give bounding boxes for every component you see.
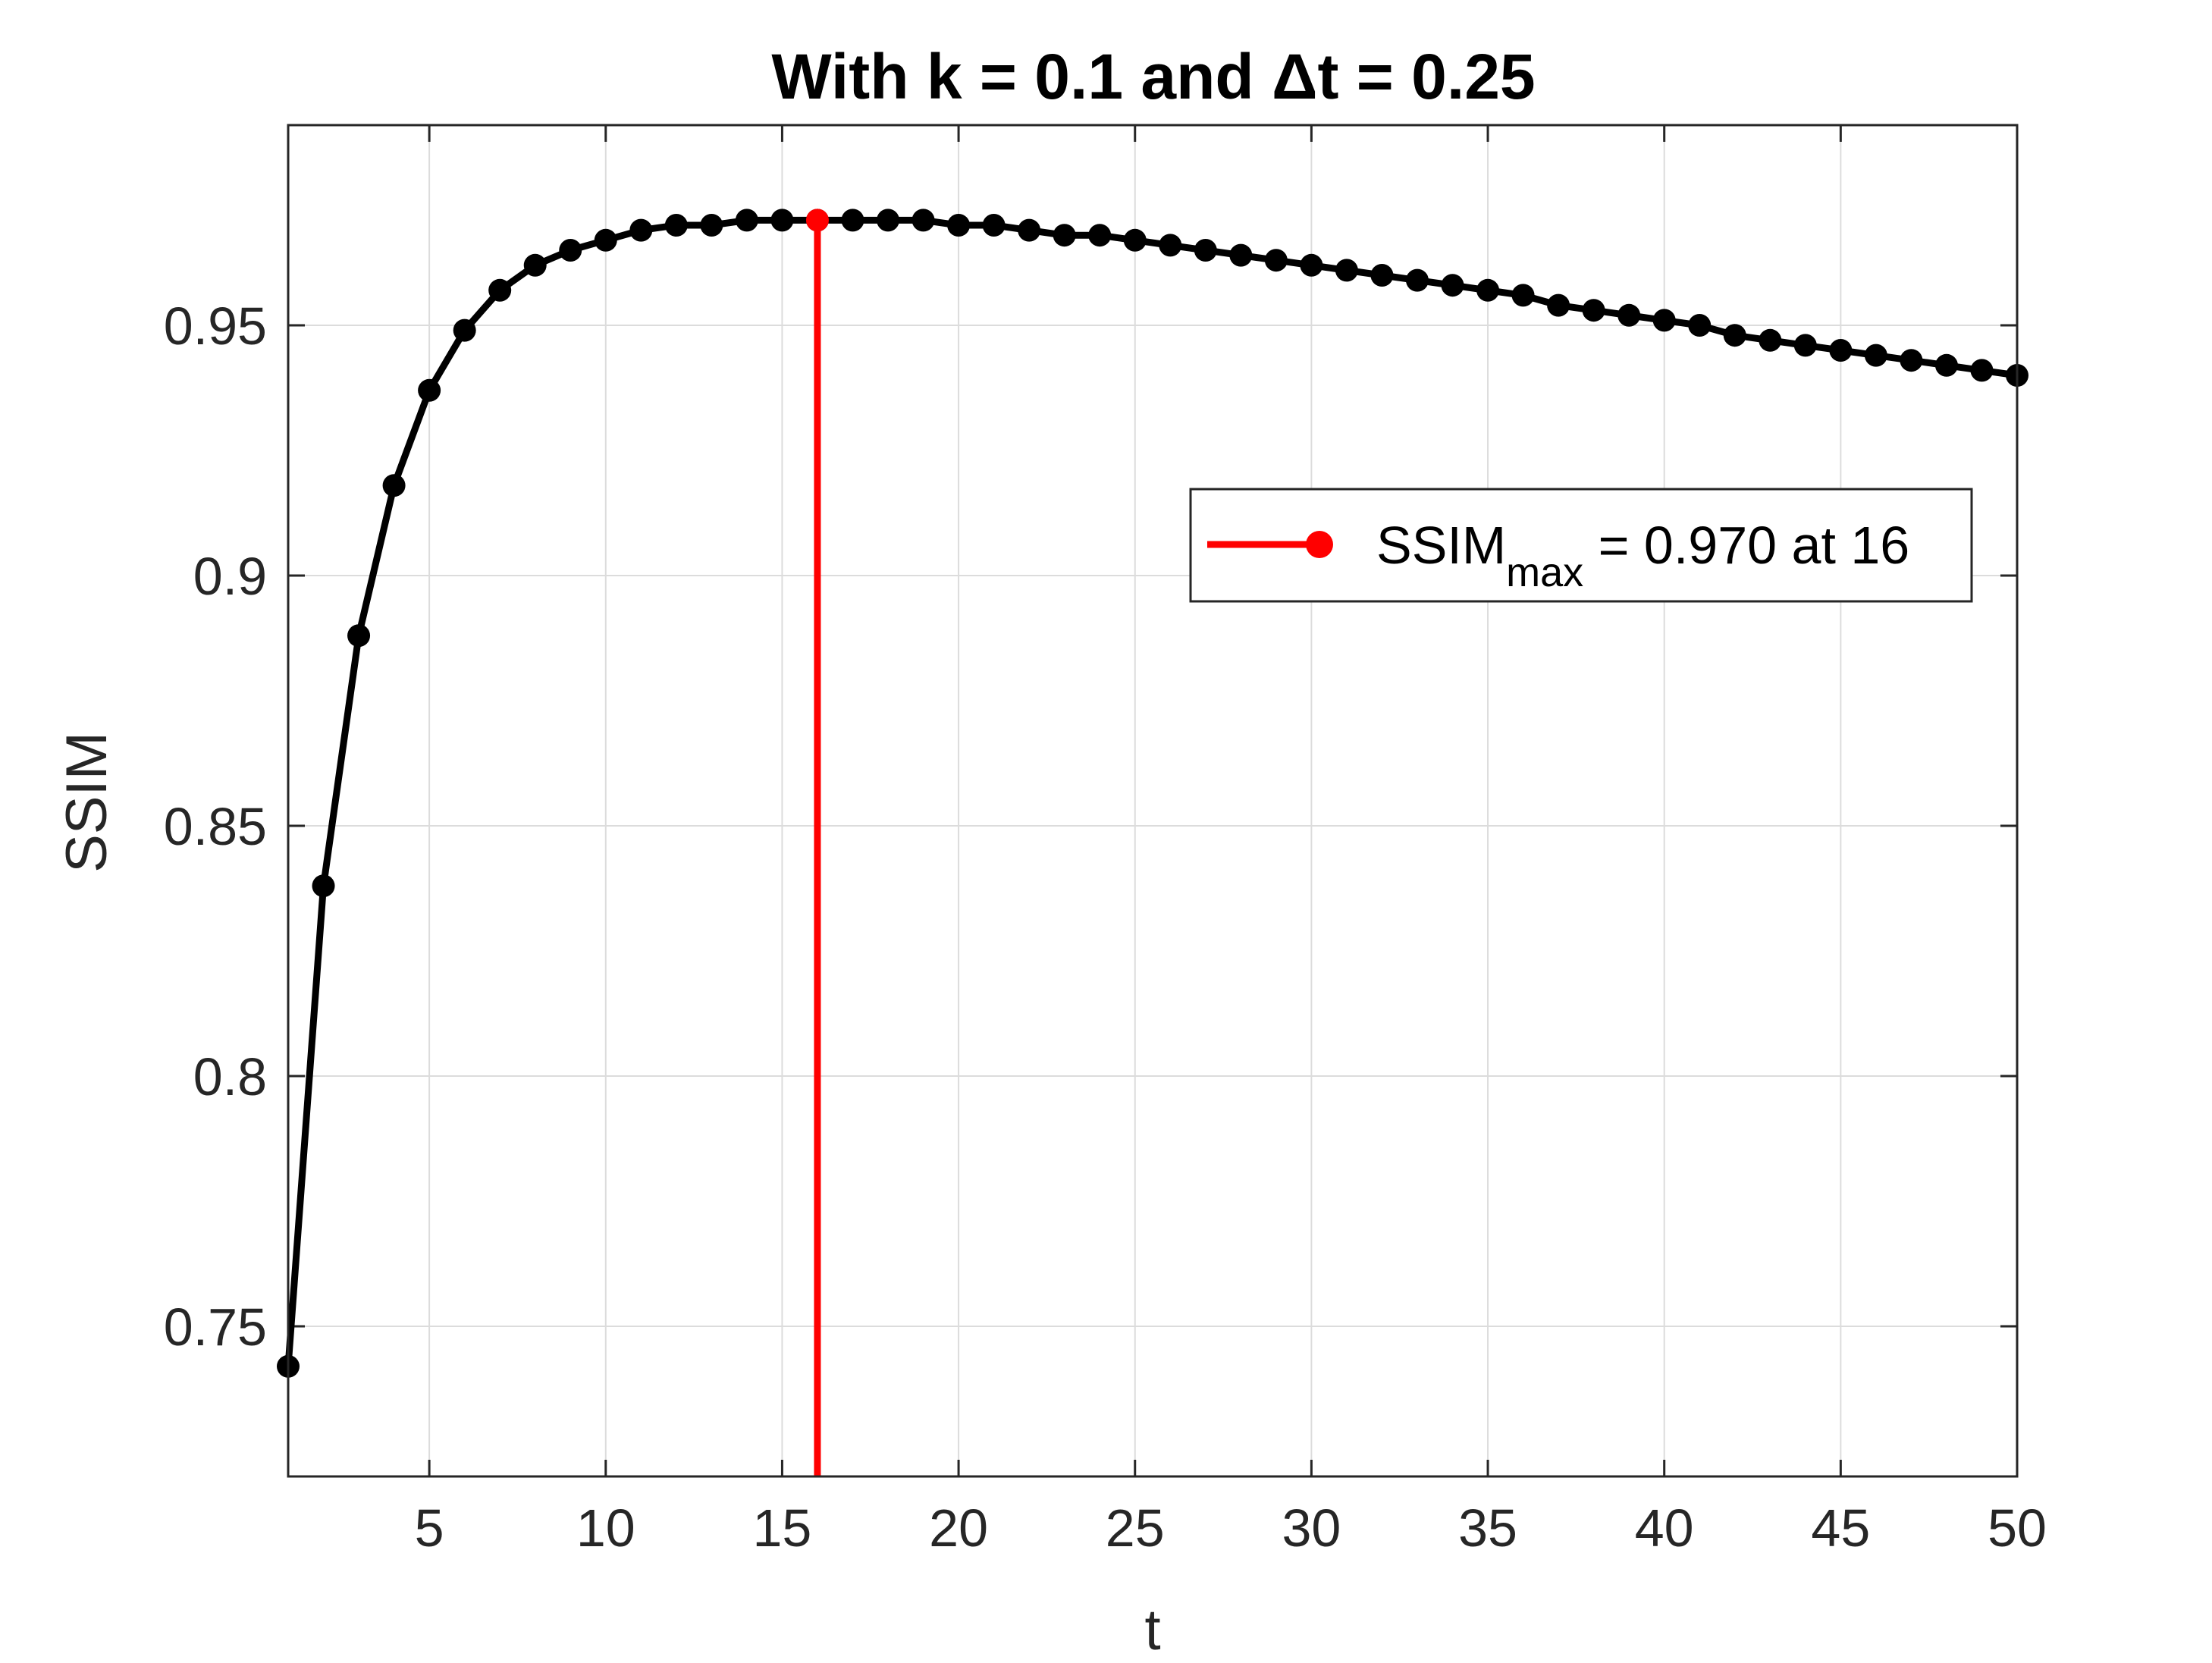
data-point xyxy=(1476,278,1500,302)
data-point xyxy=(1335,259,1358,282)
data-point xyxy=(1511,284,1535,307)
x-tick-label: 15 xyxy=(752,1498,811,1558)
data-point xyxy=(1018,218,1041,242)
data-point xyxy=(1652,309,1676,332)
data-point xyxy=(1123,228,1147,252)
data-point xyxy=(982,214,1006,237)
data-point xyxy=(347,624,371,648)
data-point xyxy=(488,278,512,302)
axes-box xyxy=(287,124,2019,1478)
data-point xyxy=(1723,324,1746,347)
data-point xyxy=(770,209,794,232)
data-point xyxy=(1864,344,1887,367)
data-point xyxy=(1159,234,1182,257)
x-tick-label: 5 xyxy=(415,1498,444,1558)
data-point xyxy=(1759,328,1782,352)
stem-marker-max xyxy=(805,209,829,232)
data-point xyxy=(1229,243,1253,267)
data-point xyxy=(382,474,406,497)
data-point xyxy=(1970,359,1994,382)
data-point xyxy=(1547,293,1570,317)
x-tick-label: 35 xyxy=(1458,1498,1517,1558)
data-point xyxy=(594,228,617,252)
x-tick-label: 25 xyxy=(1106,1498,1165,1558)
data-point xyxy=(664,214,688,237)
x-tick-label: 30 xyxy=(1282,1498,1341,1558)
y-tick-label: 0.75 xyxy=(164,1297,267,1357)
data-point xyxy=(559,239,582,262)
y-tick-label: 0.95 xyxy=(164,297,267,356)
data-point xyxy=(1793,334,1817,357)
data-point xyxy=(1300,253,1323,277)
data-point xyxy=(911,209,935,232)
data-point xyxy=(1194,239,1217,262)
x-tick-label: 10 xyxy=(576,1498,635,1558)
data-point xyxy=(735,209,758,232)
data-point xyxy=(453,318,476,342)
data-point xyxy=(1264,249,1288,272)
data-point xyxy=(1088,224,1112,247)
x-tick-label: 50 xyxy=(1988,1498,2047,1558)
data-point xyxy=(523,253,547,277)
axes-background xyxy=(288,125,2017,1476)
data-point xyxy=(947,214,971,237)
x-axis-label: t xyxy=(1144,1598,1160,1659)
chart-title: With k = 0.1 and Δt = 0.25 xyxy=(771,41,1535,112)
x-tick-label: 20 xyxy=(929,1498,988,1558)
data-point xyxy=(312,874,335,898)
data-point xyxy=(1370,264,1394,287)
data-point xyxy=(629,218,653,242)
data-point xyxy=(1900,349,1923,372)
data-point xyxy=(841,209,864,232)
y-tick-label: 0.8 xyxy=(193,1047,267,1106)
data-point xyxy=(1617,303,1641,327)
data-point xyxy=(700,214,723,237)
y-tick-label: 0.85 xyxy=(164,797,267,856)
data-point xyxy=(418,378,441,402)
data-point xyxy=(1688,314,1712,337)
y-tick-label: 0.9 xyxy=(193,547,267,606)
data-point xyxy=(1441,274,1464,297)
plot-area: 5 10 15 20 25 30 35 40 45 50 0.75 0.8 0.85 0.9 0.95 SSI… xyxy=(164,124,2047,1558)
data-point xyxy=(1829,339,1853,362)
data-point xyxy=(1582,299,1605,322)
legend-label: SSIMmax = 0.970 at 16 xyxy=(1376,516,1909,595)
y-axis-label: SSIM xyxy=(55,732,119,873)
data-point xyxy=(877,209,900,232)
x-tick-label: 40 xyxy=(1635,1498,1694,1558)
data-point xyxy=(1053,224,1076,247)
legend-marker xyxy=(1306,531,1333,558)
data-point xyxy=(1405,268,1429,292)
x-tick-label: 45 xyxy=(1811,1498,1870,1558)
data-point xyxy=(1934,353,1958,377)
